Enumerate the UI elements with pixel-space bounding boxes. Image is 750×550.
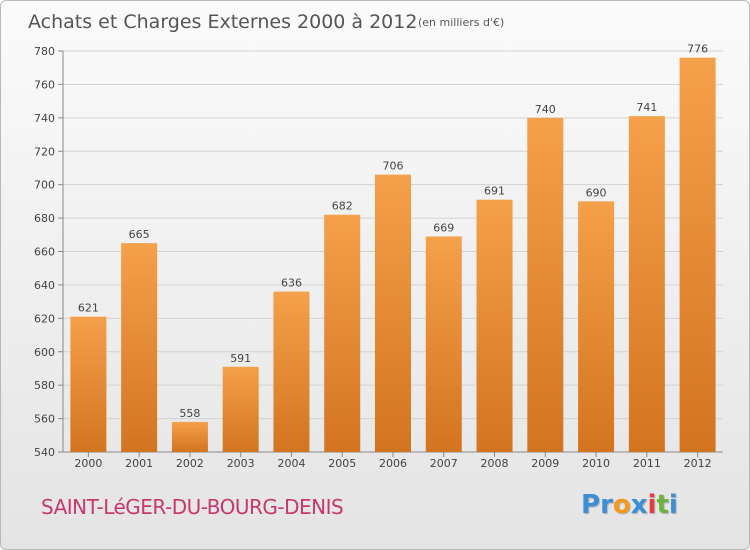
y-tick-label: 680: [34, 212, 55, 225]
bar-2009: [527, 117, 564, 452]
data-label: 558: [179, 407, 200, 420]
x-tick-label: 2008: [481, 457, 509, 470]
chart-title: Achats et Charges Externes 2000 à 2012: [28, 11, 417, 33]
proxiti-logo: Proxiti: [581, 490, 678, 520]
data-label: 665: [129, 228, 150, 241]
bar-2000: [70, 316, 107, 452]
data-label: 691: [484, 185, 505, 198]
bar-2003: [222, 366, 259, 452]
logo-letter: r: [600, 490, 613, 520]
x-tick-label: 2002: [176, 457, 204, 470]
logo-letter: i: [668, 490, 678, 520]
y-tick-label: 660: [34, 246, 55, 259]
logo-letter: t: [656, 490, 669, 520]
logo-letter: x: [630, 490, 648, 520]
logo-letter: o: [612, 490, 631, 520]
bar-2011: [628, 116, 665, 452]
y-tick-label: 580: [34, 379, 55, 392]
bar-2001: [121, 243, 158, 452]
data-label: 740: [535, 103, 556, 116]
x-tick-label: 2000: [74, 457, 102, 470]
data-label: 669: [433, 221, 454, 234]
y-tick-label: 600: [34, 346, 55, 359]
bar-2012: [679, 57, 716, 452]
data-label: 706: [383, 160, 404, 173]
y-tick-label: 740: [34, 112, 55, 125]
logo-letter: P: [581, 490, 601, 520]
bars: 621 665 558 591 636 682 706 669 691 740 690 741 776: [70, 43, 716, 452]
y-tick-label: 640: [34, 279, 55, 292]
chart-unit: (en milliers d'€): [418, 16, 504, 29]
y-tick-label: 620: [34, 312, 55, 325]
commune-name: SAINT-LéGER-DU-BOURG-DENIS: [41, 495, 344, 519]
x-tick-label: 2009: [531, 457, 559, 470]
bar-2010: [578, 201, 615, 452]
bar-2008: [476, 199, 513, 452]
bar-2007: [425, 236, 462, 452]
y-tick-label: 560: [34, 413, 55, 426]
bar-2004: [273, 291, 310, 452]
y-tick-label: 720: [34, 145, 55, 158]
data-label: 776: [687, 43, 708, 56]
x-tick-label: 2003: [227, 457, 255, 470]
x-tick-label: 2004: [277, 457, 305, 470]
bar-2006: [375, 174, 411, 452]
x-tick-label: 2005: [328, 457, 356, 470]
data-label: 591: [230, 352, 251, 365]
x-tick-label: 2007: [430, 457, 458, 470]
x-tick-label: 2011: [633, 457, 661, 470]
x-tick-label: 2010: [582, 457, 610, 470]
data-label: 621: [78, 302, 99, 315]
bar-2005: [324, 214, 361, 452]
x-axis: 2000 2001 2002 2003 2004 2005 2006 2007 2008 2009…: [74, 452, 712, 470]
y-tick-label: 760: [34, 78, 55, 91]
x-tick-label: 2006: [379, 457, 407, 470]
bar-2002: [171, 421, 208, 452]
y-tick-label: 700: [34, 179, 55, 192]
data-label: 682: [332, 200, 353, 213]
x-tick-label: 2001: [125, 457, 153, 470]
y-tick-label: 540: [34, 446, 55, 459]
logo-letter: i: [647, 490, 657, 520]
y-tick-label: 780: [34, 45, 55, 58]
data-label: 636: [281, 277, 302, 290]
x-tick-label: 2012: [684, 457, 712, 470]
data-label: 741: [636, 101, 657, 114]
data-label: 690: [586, 186, 607, 199]
